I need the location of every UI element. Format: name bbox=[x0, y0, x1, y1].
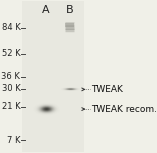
Text: 21 K: 21 K bbox=[2, 102, 20, 111]
Text: A: A bbox=[42, 5, 50, 15]
Text: 84 K: 84 K bbox=[2, 23, 20, 32]
Text: 52 K: 52 K bbox=[2, 49, 20, 58]
Text: 30 K: 30 K bbox=[2, 84, 20, 93]
Text: 36 K: 36 K bbox=[1, 72, 20, 81]
Text: B: B bbox=[66, 5, 73, 15]
Text: 7 K: 7 K bbox=[7, 136, 20, 145]
Text: TWEAK: TWEAK bbox=[91, 85, 123, 94]
FancyBboxPatch shape bbox=[22, 1, 84, 152]
Text: TWEAK recom.: TWEAK recom. bbox=[91, 105, 157, 114]
